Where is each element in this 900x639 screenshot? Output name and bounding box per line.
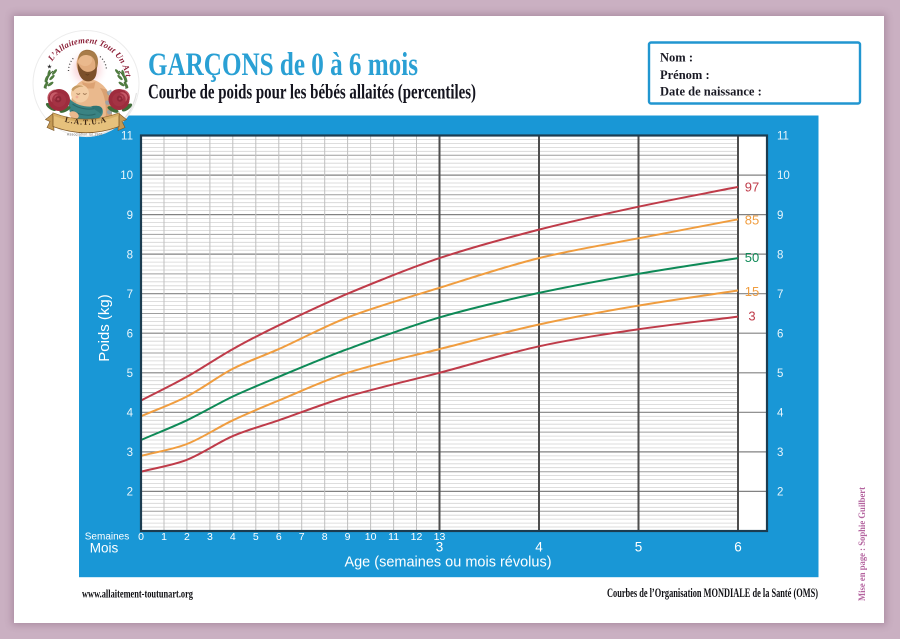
svg-text:Nom :: Nom : [660,51,693,65]
svg-text:6: 6 [777,328,783,340]
svg-text:★: ★ [47,64,53,71]
svg-text:11: 11 [388,531,399,543]
svg-text:3: 3 [777,447,783,459]
svg-text:10: 10 [365,531,377,543]
svg-text:8: 8 [322,531,328,543]
svg-text:5: 5 [635,540,643,555]
svg-text:6: 6 [276,531,282,543]
svg-text:13: 13 [434,531,446,543]
svg-text:10: 10 [120,170,133,182]
svg-text:11: 11 [121,131,133,143]
svg-text:8: 8 [777,249,783,261]
svg-text:3: 3 [436,540,444,555]
svg-text:2: 2 [127,487,133,499]
svg-text:Mois: Mois [90,541,119,556]
svg-text:7: 7 [127,289,133,301]
svg-text:7: 7 [299,531,305,543]
svg-text:L.A.T.U.A: L.A.T.U.A [64,115,108,127]
svg-text:Courbe de poids pour les bébés: Courbe de poids pour les bébés allaités … [148,80,476,104]
svg-text:6: 6 [734,540,742,555]
svg-text:7: 7 [777,289,783,301]
svg-text:4: 4 [777,408,784,420]
svg-text:Date de naissance :: Date de naissance : [660,85,762,99]
svg-text:5: 5 [253,531,259,543]
svg-text:GARÇONS de 0 à 6 mois: GARÇONS de 0 à 6 mois [148,47,418,83]
svg-text:15: 15 [745,284,759,299]
svg-text:50: 50 [745,250,759,265]
svg-text:2: 2 [184,531,190,543]
svg-text:9: 9 [777,210,783,222]
svg-text:1: 1 [161,531,167,543]
svg-text:11: 11 [777,131,789,143]
svg-text:6: 6 [127,328,133,340]
svg-text:12: 12 [411,531,423,543]
svg-text:9: 9 [127,210,133,222]
svg-text:9: 9 [345,531,351,543]
svg-text:Prénom :: Prénom : [660,68,710,82]
svg-text:2: 2 [777,487,783,499]
svg-text:4: 4 [127,408,134,420]
svg-text:Mise en page : Sophie Guilbert: Mise en page : Sophie Guilbert [857,486,868,601]
svg-text:4: 4 [535,540,543,555]
svg-text:Semaines: Semaines [85,532,129,543]
svg-text:0: 0 [138,531,144,543]
svg-text:5: 5 [777,368,783,380]
svg-text:3: 3 [748,309,755,324]
svg-text:8: 8 [127,249,133,261]
svg-text:4: 4 [230,531,236,543]
svg-text:3: 3 [127,447,133,459]
svg-text:Age (semaines ou mois révolus): Age (semaines ou mois révolus) [344,555,551,571]
svg-text:3: 3 [207,531,213,543]
svg-text:Association loi 1901: Association loi 1901 [67,133,103,137]
svg-text:www.allaitement-toutunart.org: www.allaitement-toutunart.org [82,589,193,601]
svg-text:10: 10 [777,170,790,182]
svg-text:97: 97 [745,180,759,195]
svg-text:5: 5 [127,368,133,380]
svg-text:85: 85 [745,213,759,228]
svg-text:Poids (kg): Poids (kg) [96,294,113,362]
svg-text:Courbes de l’Organisation MOND: Courbes de l’Organisation MONDIALE de la… [607,586,818,600]
